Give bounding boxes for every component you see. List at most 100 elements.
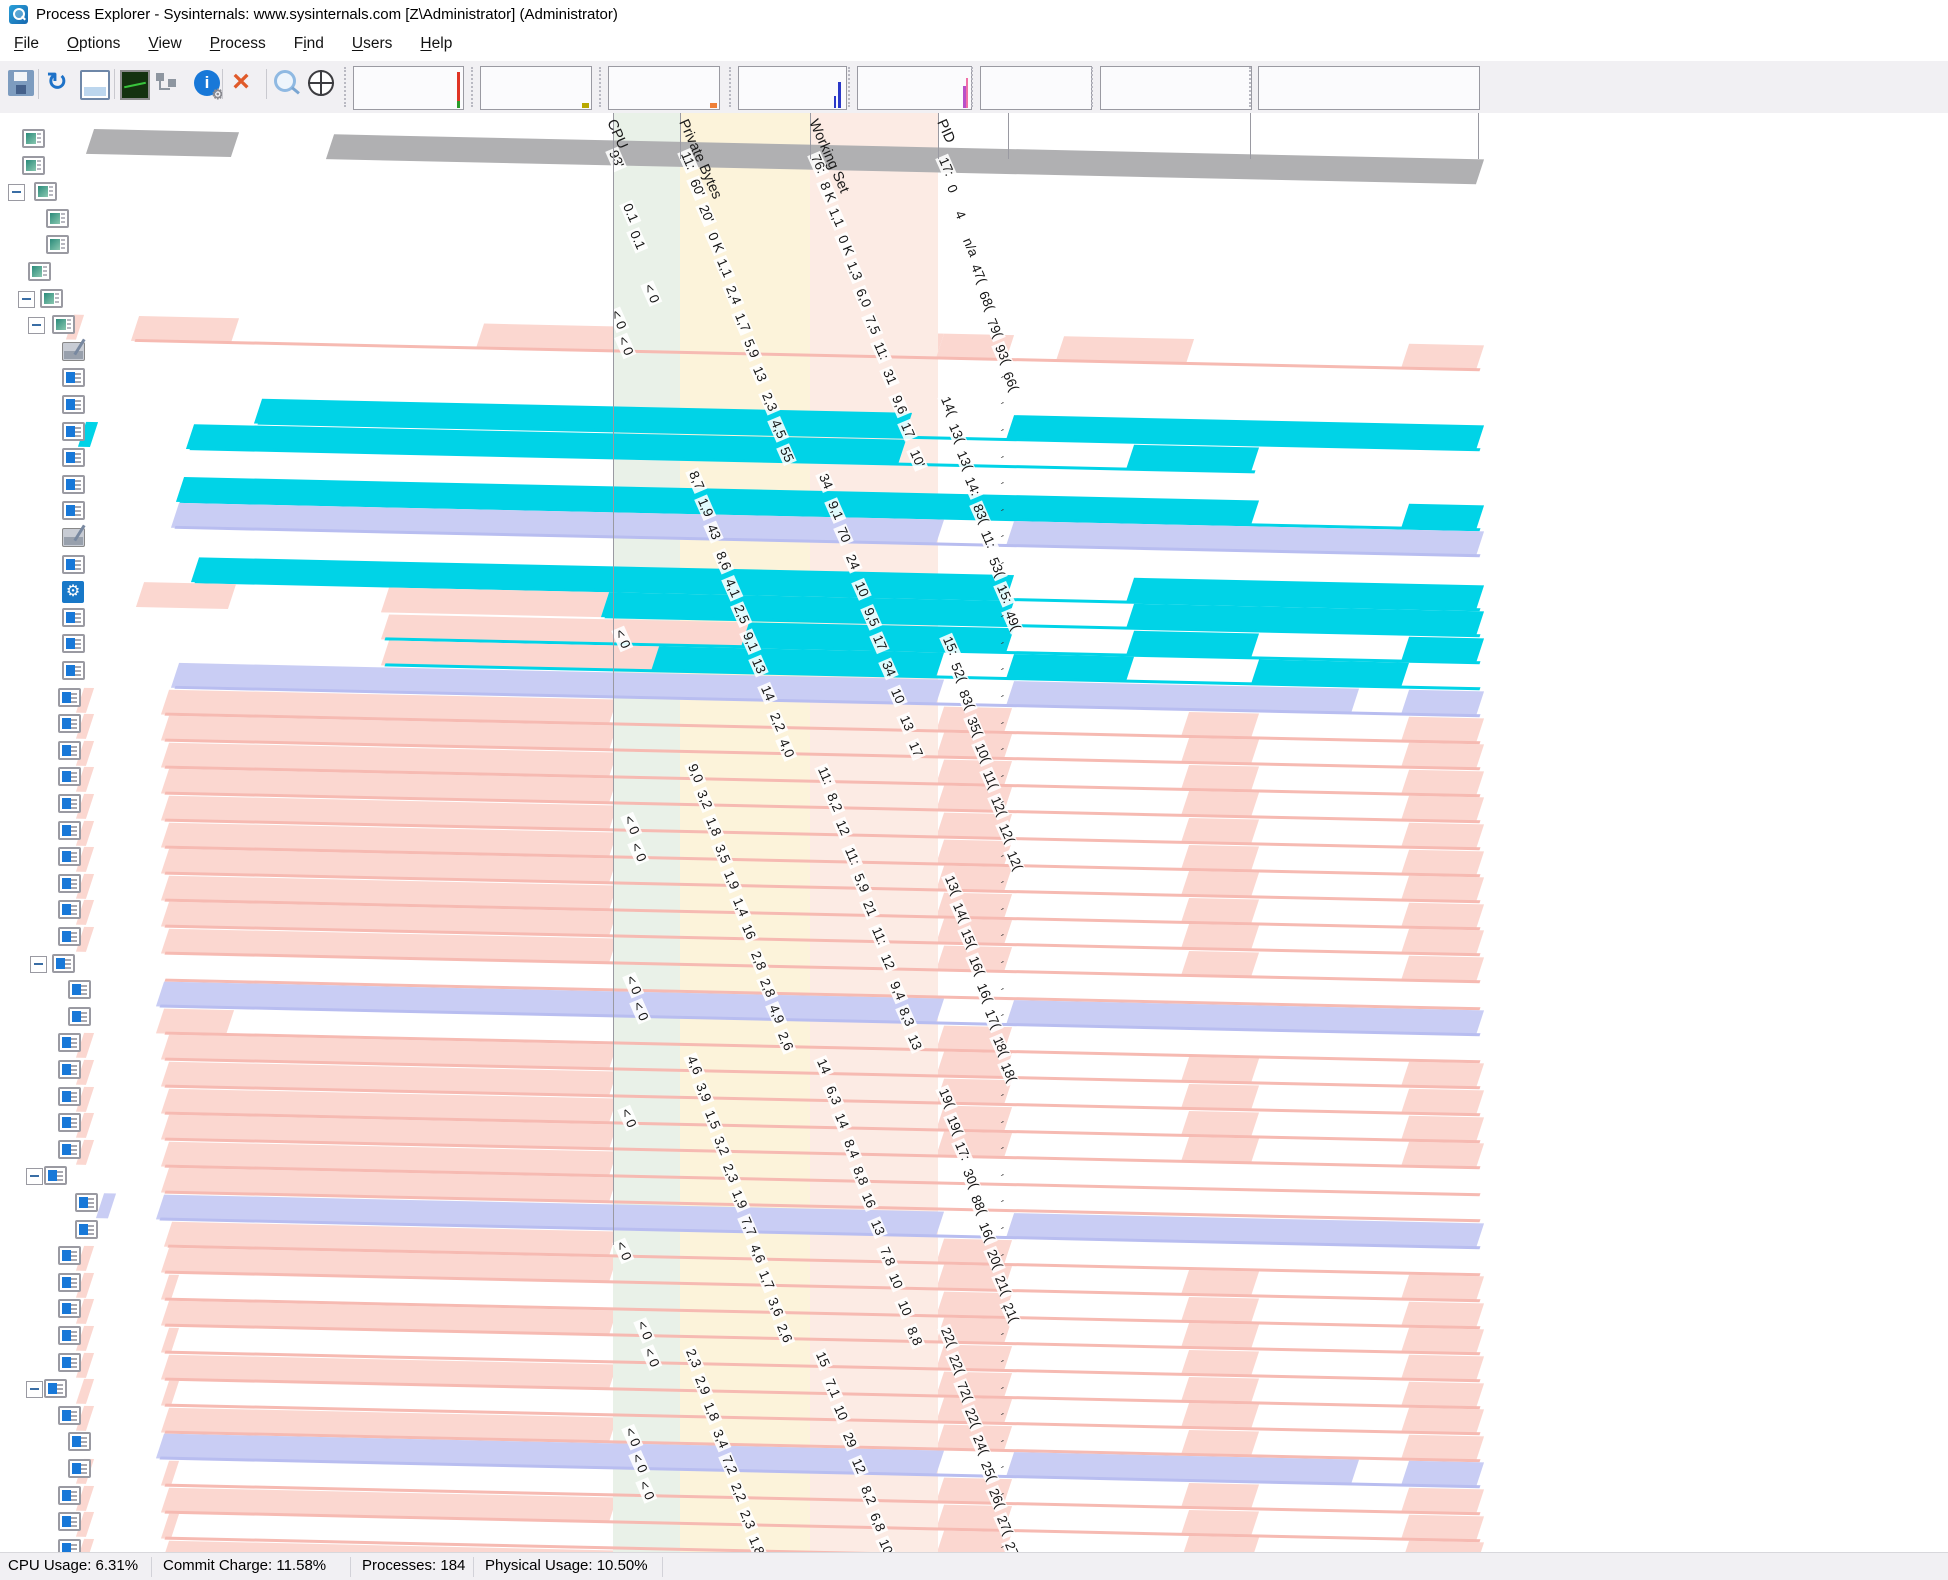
process-window-icon[interactable]: [62, 634, 85, 654]
system-information-icon[interactable]: [80, 70, 110, 100]
tree-expander[interactable]: [26, 1381, 43, 1399]
process-window-icon[interactable]: [62, 661, 85, 680]
kill-process-icon[interactable]: ×: [232, 65, 250, 98]
tree-expander[interactable]: [26, 1168, 43, 1186]
process-window-icon[interactable]: [58, 1326, 81, 1345]
graph-spike: [834, 96, 836, 108]
toolbar-graph-7[interactable]: [1100, 66, 1252, 110]
process-window-icon[interactable]: [68, 980, 91, 1000]
process-window-icon[interactable]: [75, 1219, 98, 1239]
process-window-icon[interactable]: [58, 714, 81, 734]
process-explorer-app-icon: [9, 5, 28, 24]
toolbar-graph-separator: [344, 67, 346, 107]
process-window-icon[interactable]: [58, 1512, 81, 1532]
process-window-icon[interactable]: [62, 395, 85, 414]
process-window-icon[interactable]: [62, 554, 85, 574]
process-window-icon[interactable]: [58, 1538, 81, 1552]
toolbar-graph-6[interactable]: [980, 66, 1092, 110]
menu-item-help[interactable]: Help: [420, 35, 453, 52]
menu-item-view[interactable]: View: [148, 35, 182, 52]
process-window-icon[interactable]: [75, 1193, 98, 1212]
process-window-icon[interactable]: [44, 1379, 67, 1399]
menu-item-options[interactable]: Options: [66, 35, 121, 52]
process-window-icon[interactable]: [58, 740, 81, 760]
tree-expander[interactable]: [18, 290, 35, 308]
toolbar-separator: [114, 69, 115, 99]
tree-expander[interactable]: [8, 184, 25, 202]
process-window-icon[interactable]: [62, 448, 85, 468]
process-window-icon[interactable]: [58, 1272, 81, 1292]
settings-gear-icon[interactable]: [62, 581, 84, 604]
toolbar-graph-separator: [1091, 67, 1093, 107]
process-window-icon[interactable]: [52, 953, 75, 973]
services-tools-icon[interactable]: [62, 341, 85, 361]
process-window-icon[interactable]: [68, 1459, 91, 1478]
column-separator: [938, 113, 939, 159]
process-window-icon[interactable]: [58, 1352, 81, 1372]
graph-spike: [966, 78, 968, 108]
process-window-icon[interactable]: [58, 1033, 81, 1053]
toolbar-graph-5[interactable]: [857, 66, 972, 110]
cpu-history-icon[interactable]: [120, 70, 150, 100]
toolbar-graph-4[interactable]: [738, 66, 847, 110]
toolbar-graph-8[interactable]: [1258, 66, 1480, 110]
process-window-icon[interactable]: [62, 607, 85, 627]
process-tree-icons-layer: [0, 113, 1948, 1552]
process-window-icon[interactable]: [58, 1139, 81, 1159]
system-process-icon[interactable]: [22, 129, 45, 148]
system-process-icon[interactable]: [52, 315, 75, 335]
toolbar-graph-separator: [848, 67, 850, 107]
process-window-icon[interactable]: [58, 794, 81, 813]
process-window-icon[interactable]: [44, 1166, 67, 1186]
process-window-icon[interactable]: [58, 1113, 81, 1133]
system-process-icon[interactable]: [46, 235, 69, 255]
system-process-icon[interactable]: [28, 262, 51, 281]
process-window-icon[interactable]: [58, 1299, 81, 1319]
column-separator: [613, 113, 614, 1245]
system-process-icon[interactable]: [40, 288, 63, 308]
process-window-icon[interactable]: [58, 873, 81, 893]
process-window-icon[interactable]: [58, 687, 81, 707]
process-window-icon[interactable]: [62, 368, 85, 388]
process-window-icon[interactable]: [58, 767, 81, 787]
process-tree-icon[interactable]: [154, 70, 180, 96]
properties-icon[interactable]: i: [194, 70, 224, 101]
target-process-icon[interactable]: [308, 70, 334, 96]
menu-item-users[interactable]: Users: [351, 35, 393, 52]
toolbar-graph-1[interactable]: [353, 66, 464, 110]
graph-spike: [457, 101, 460, 108]
system-process-icon[interactable]: [34, 182, 57, 202]
process-window-icon[interactable]: [68, 1432, 91, 1452]
process-window-icon[interactable]: [68, 1006, 91, 1026]
graph-spike: [457, 72, 460, 108]
title-bar: Process Explorer - Sysinternals: www.sys…: [0, 0, 1948, 30]
process-window-icon[interactable]: [58, 820, 81, 840]
process-window-icon[interactable]: [62, 421, 85, 441]
process-window-icon[interactable]: [62, 474, 85, 494]
window-title: Process Explorer - Sysinternals: www.sys…: [36, 6, 618, 23]
services-tools-icon[interactable]: [62, 528, 85, 547]
toolbar-graph-separator: [729, 67, 731, 107]
toolbar-graph-3[interactable]: [608, 66, 720, 110]
tree-expander[interactable]: [28, 317, 45, 335]
system-process-icon[interactable]: [22, 155, 45, 175]
menu-item-file[interactable]: File: [14, 35, 39, 52]
system-process-icon[interactable]: [46, 208, 69, 228]
process-window-icon[interactable]: [62, 501, 85, 521]
toolbar-graph-2[interactable]: [480, 66, 592, 110]
menu-item-find[interactable]: Find: [293, 35, 324, 52]
find-window-icon[interactable]: [274, 70, 296, 92]
process-window-icon[interactable]: [58, 927, 81, 946]
process-window-icon[interactable]: [58, 847, 81, 867]
save-icon[interactable]: [8, 70, 34, 96]
process-window-icon[interactable]: [58, 1060, 81, 1079]
process-window-icon[interactable]: [58, 1246, 81, 1266]
process-window-icon[interactable]: [58, 1405, 81, 1425]
tree-expander[interactable]: [30, 955, 47, 973]
process-window-icon[interactable]: [58, 900, 81, 920]
refresh-icon[interactable]: ↻: [46, 68, 68, 96]
menu-item-process[interactable]: Process: [209, 35, 266, 52]
process-window-icon[interactable]: [58, 1086, 81, 1106]
process-window-icon[interactable]: [58, 1485, 81, 1505]
status-bar: CPU Usage: 6.31% Commit Charge: 11.58% Pro…: [0, 1552, 1948, 1580]
